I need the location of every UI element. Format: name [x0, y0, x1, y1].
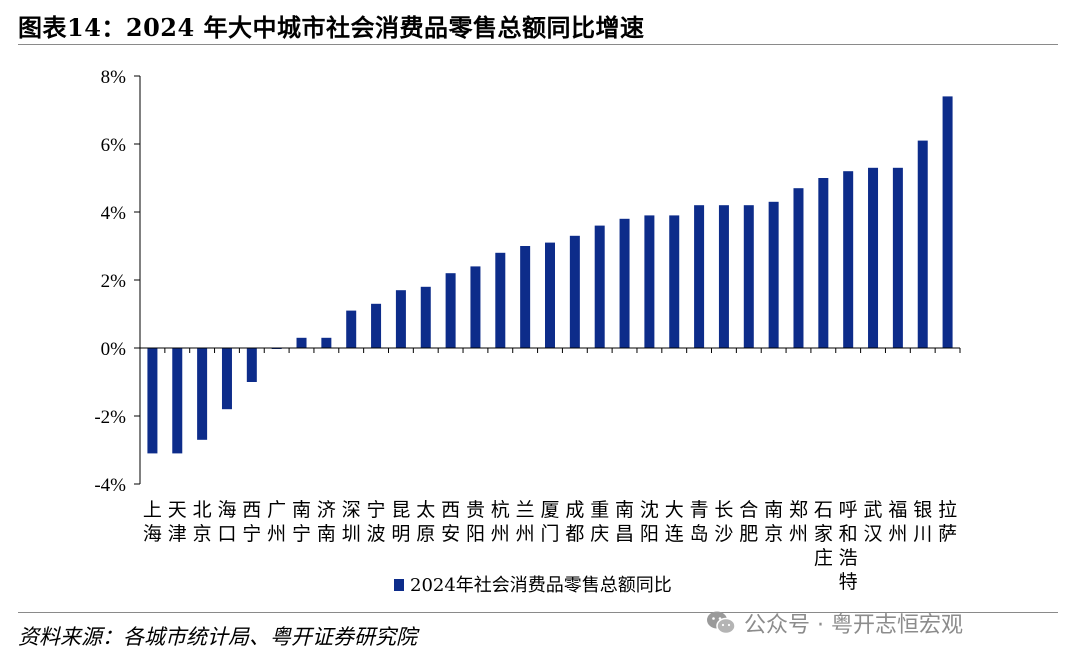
category-label: 南宁	[292, 499, 311, 545]
category-label: 青岛	[690, 499, 709, 545]
legend-label: 2024年社会消费品零售总额同比	[410, 575, 672, 596]
bar-南昌	[619, 218, 630, 348]
category-label: 成都	[565, 499, 584, 545]
bar-南京	[768, 201, 779, 348]
bar-呼和浩特	[843, 171, 854, 348]
category-label: 贵阳	[466, 499, 485, 545]
y-tick-label: 0%	[101, 339, 127, 360]
bar-宁波	[371, 303, 382, 348]
category-label: 西安	[441, 499, 460, 545]
category-label: 拉萨	[938, 499, 957, 545]
bar-南宁	[296, 337, 307, 348]
y-tick-label: -2%	[94, 407, 126, 428]
legend-swatch	[394, 579, 404, 591]
bar-福州	[892, 167, 903, 348]
category-label: 合肥	[739, 499, 758, 545]
category-label: 长沙	[714, 499, 733, 545]
watermark-text: 公众号 · 粤开志恒宏观	[744, 613, 963, 638]
bar-北京	[197, 348, 208, 440]
category-label: 深圳	[342, 499, 361, 545]
bar-昆明	[395, 290, 406, 348]
category-label: 广州	[267, 499, 286, 545]
bar-郑州	[793, 188, 804, 348]
bar-青岛	[694, 205, 705, 348]
y-tick-label: 2%	[101, 271, 127, 292]
bars	[147, 96, 953, 454]
bar-拉萨	[942, 96, 953, 349]
bar-济南	[321, 337, 332, 348]
bar-杭州	[495, 252, 506, 348]
category-label: 北京	[193, 499, 212, 545]
category-label: 杭州	[491, 499, 510, 545]
title-divider	[18, 44, 1058, 45]
category-label: 太原	[416, 499, 435, 545]
bar-成都	[569, 235, 580, 348]
legend: 2024年社会消费品零售总额同比	[394, 575, 672, 596]
bar-西宁	[246, 348, 257, 382]
category-label: 大连	[665, 499, 684, 545]
bar-厦门	[545, 242, 555, 348]
category-label: 上海	[143, 499, 162, 545]
category-label: 南昌	[615, 499, 634, 545]
category-label: 厦门	[540, 499, 559, 545]
source-note: 资料来源：各城市统计局、粤开证券研究院	[18, 625, 417, 649]
footer-divider	[18, 612, 1058, 613]
category-label: 昆明	[391, 499, 410, 545]
bar-贵阳	[470, 266, 481, 348]
category-label: 济南	[317, 499, 336, 545]
bar-重庆	[594, 225, 605, 348]
bar-太原	[420, 286, 431, 348]
bar-上海	[147, 348, 158, 454]
category-label: 沈阳	[640, 499, 659, 545]
category-label: 石家庄	[814, 499, 833, 569]
category-label: 南京	[764, 499, 783, 545]
category-label: 宁波	[367, 499, 386, 545]
bar-天津	[172, 348, 183, 454]
y-tick-label: 4%	[101, 203, 127, 224]
bar-chart: -4% -2% 0% 2% 4% 6% 8% 上海天津北京海口西宁广州南宁济南深圳宁波昆明太…	[94, 67, 961, 596]
category-labels: 上海天津北京海口西宁广州南宁济南深圳宁波昆明太原西安贵阳杭州兰州厦门成都重庆南昌…	[143, 499, 957, 593]
chart-title: 图表14：2024 年大中城市社会消费品零售总额同比增速	[18, 13, 645, 42]
bar-石家庄	[818, 178, 829, 348]
y-tick-label: 6%	[101, 135, 127, 156]
category-label: 重庆	[590, 499, 609, 545]
y-tick-label: 8%	[101, 67, 127, 88]
category-label: 呼和浩特	[839, 499, 858, 593]
y-tick-label: -4%	[94, 475, 126, 496]
bar-兰州	[520, 246, 531, 348]
bar-合肥	[743, 205, 754, 348]
category-label: 武汉	[864, 499, 883, 545]
bar-西安	[445, 273, 456, 348]
watermark: 公众号 · 粤开志恒宏观	[706, 608, 963, 638]
category-label: 银川	[913, 499, 932, 545]
bar-长沙	[718, 205, 729, 348]
x-axis	[139, 347, 961, 353]
category-label: 兰州	[516, 499, 535, 545]
bar-深圳	[346, 310, 357, 348]
bar-大连	[669, 215, 680, 348]
category-label: 天津	[168, 499, 187, 545]
wechat-icon	[707, 611, 736, 635]
y-axis: -4% -2% 0% 2% 4% 6% 8%	[94, 67, 141, 496]
category-label: 福州	[888, 499, 907, 545]
category-label: 海口	[217, 499, 236, 545]
bar-武汉	[868, 167, 879, 348]
bar-海口	[221, 348, 232, 410]
bar-沈阳	[644, 215, 655, 348]
category-label: 西宁	[242, 499, 261, 545]
bar-银川	[917, 140, 928, 348]
category-label: 郑州	[789, 499, 808, 545]
